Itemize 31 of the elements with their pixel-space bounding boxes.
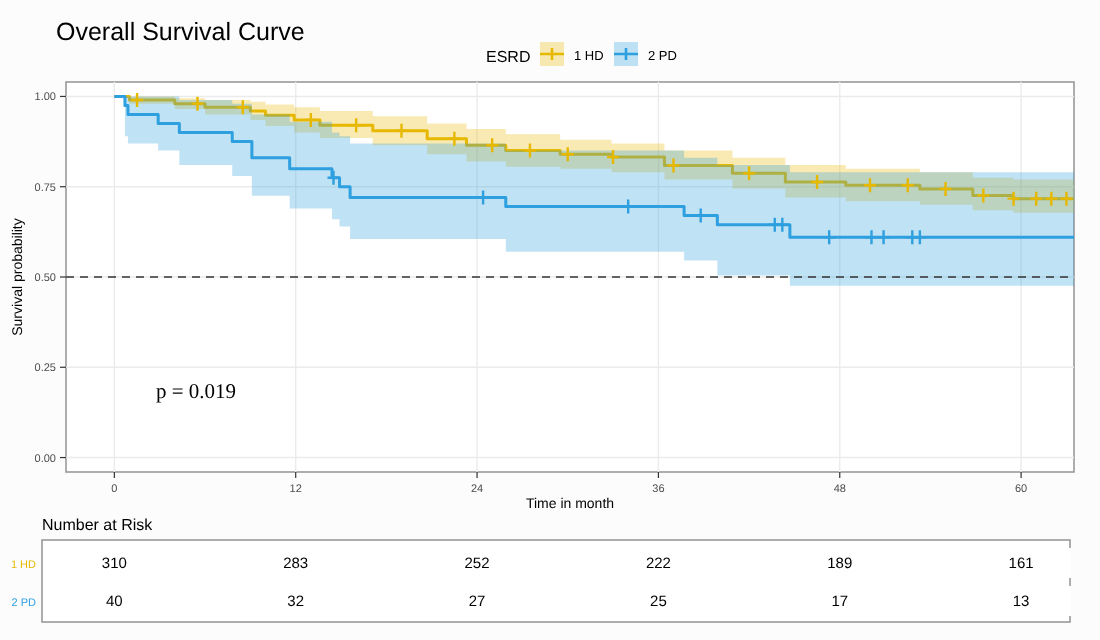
point: [605, 148, 621, 166]
point: [1044, 190, 1059, 207]
point: [560, 146, 575, 163]
point: [976, 187, 991, 204]
point: [484, 136, 500, 154]
point: [666, 157, 681, 174]
point: [938, 180, 953, 198]
point: [129, 91, 145, 109]
point: [821, 229, 837, 246]
legend-title: ESRD: [486, 48, 531, 66]
chart-title: Overall Survival Curve: [56, 18, 305, 46]
point: [775, 216, 790, 233]
point: [522, 142, 538, 159]
point: [767, 216, 782, 233]
point: [900, 177, 915, 194]
point: [876, 229, 891, 246]
point: [1029, 190, 1044, 207]
point: [1006, 190, 1021, 207]
annotation: p = 0.019: [156, 382, 237, 404]
point: [1059, 190, 1074, 207]
point: [348, 117, 364, 134]
point: [912, 229, 928, 246]
point: [235, 99, 251, 116]
point: [741, 165, 757, 182]
point: [809, 173, 825, 191]
point: [326, 169, 341, 186]
point: [862, 177, 878, 194]
chart-title: Number at Risk: [42, 516, 155, 534]
point: [864, 229, 879, 246]
point: [905, 229, 920, 246]
point: [190, 95, 205, 112]
